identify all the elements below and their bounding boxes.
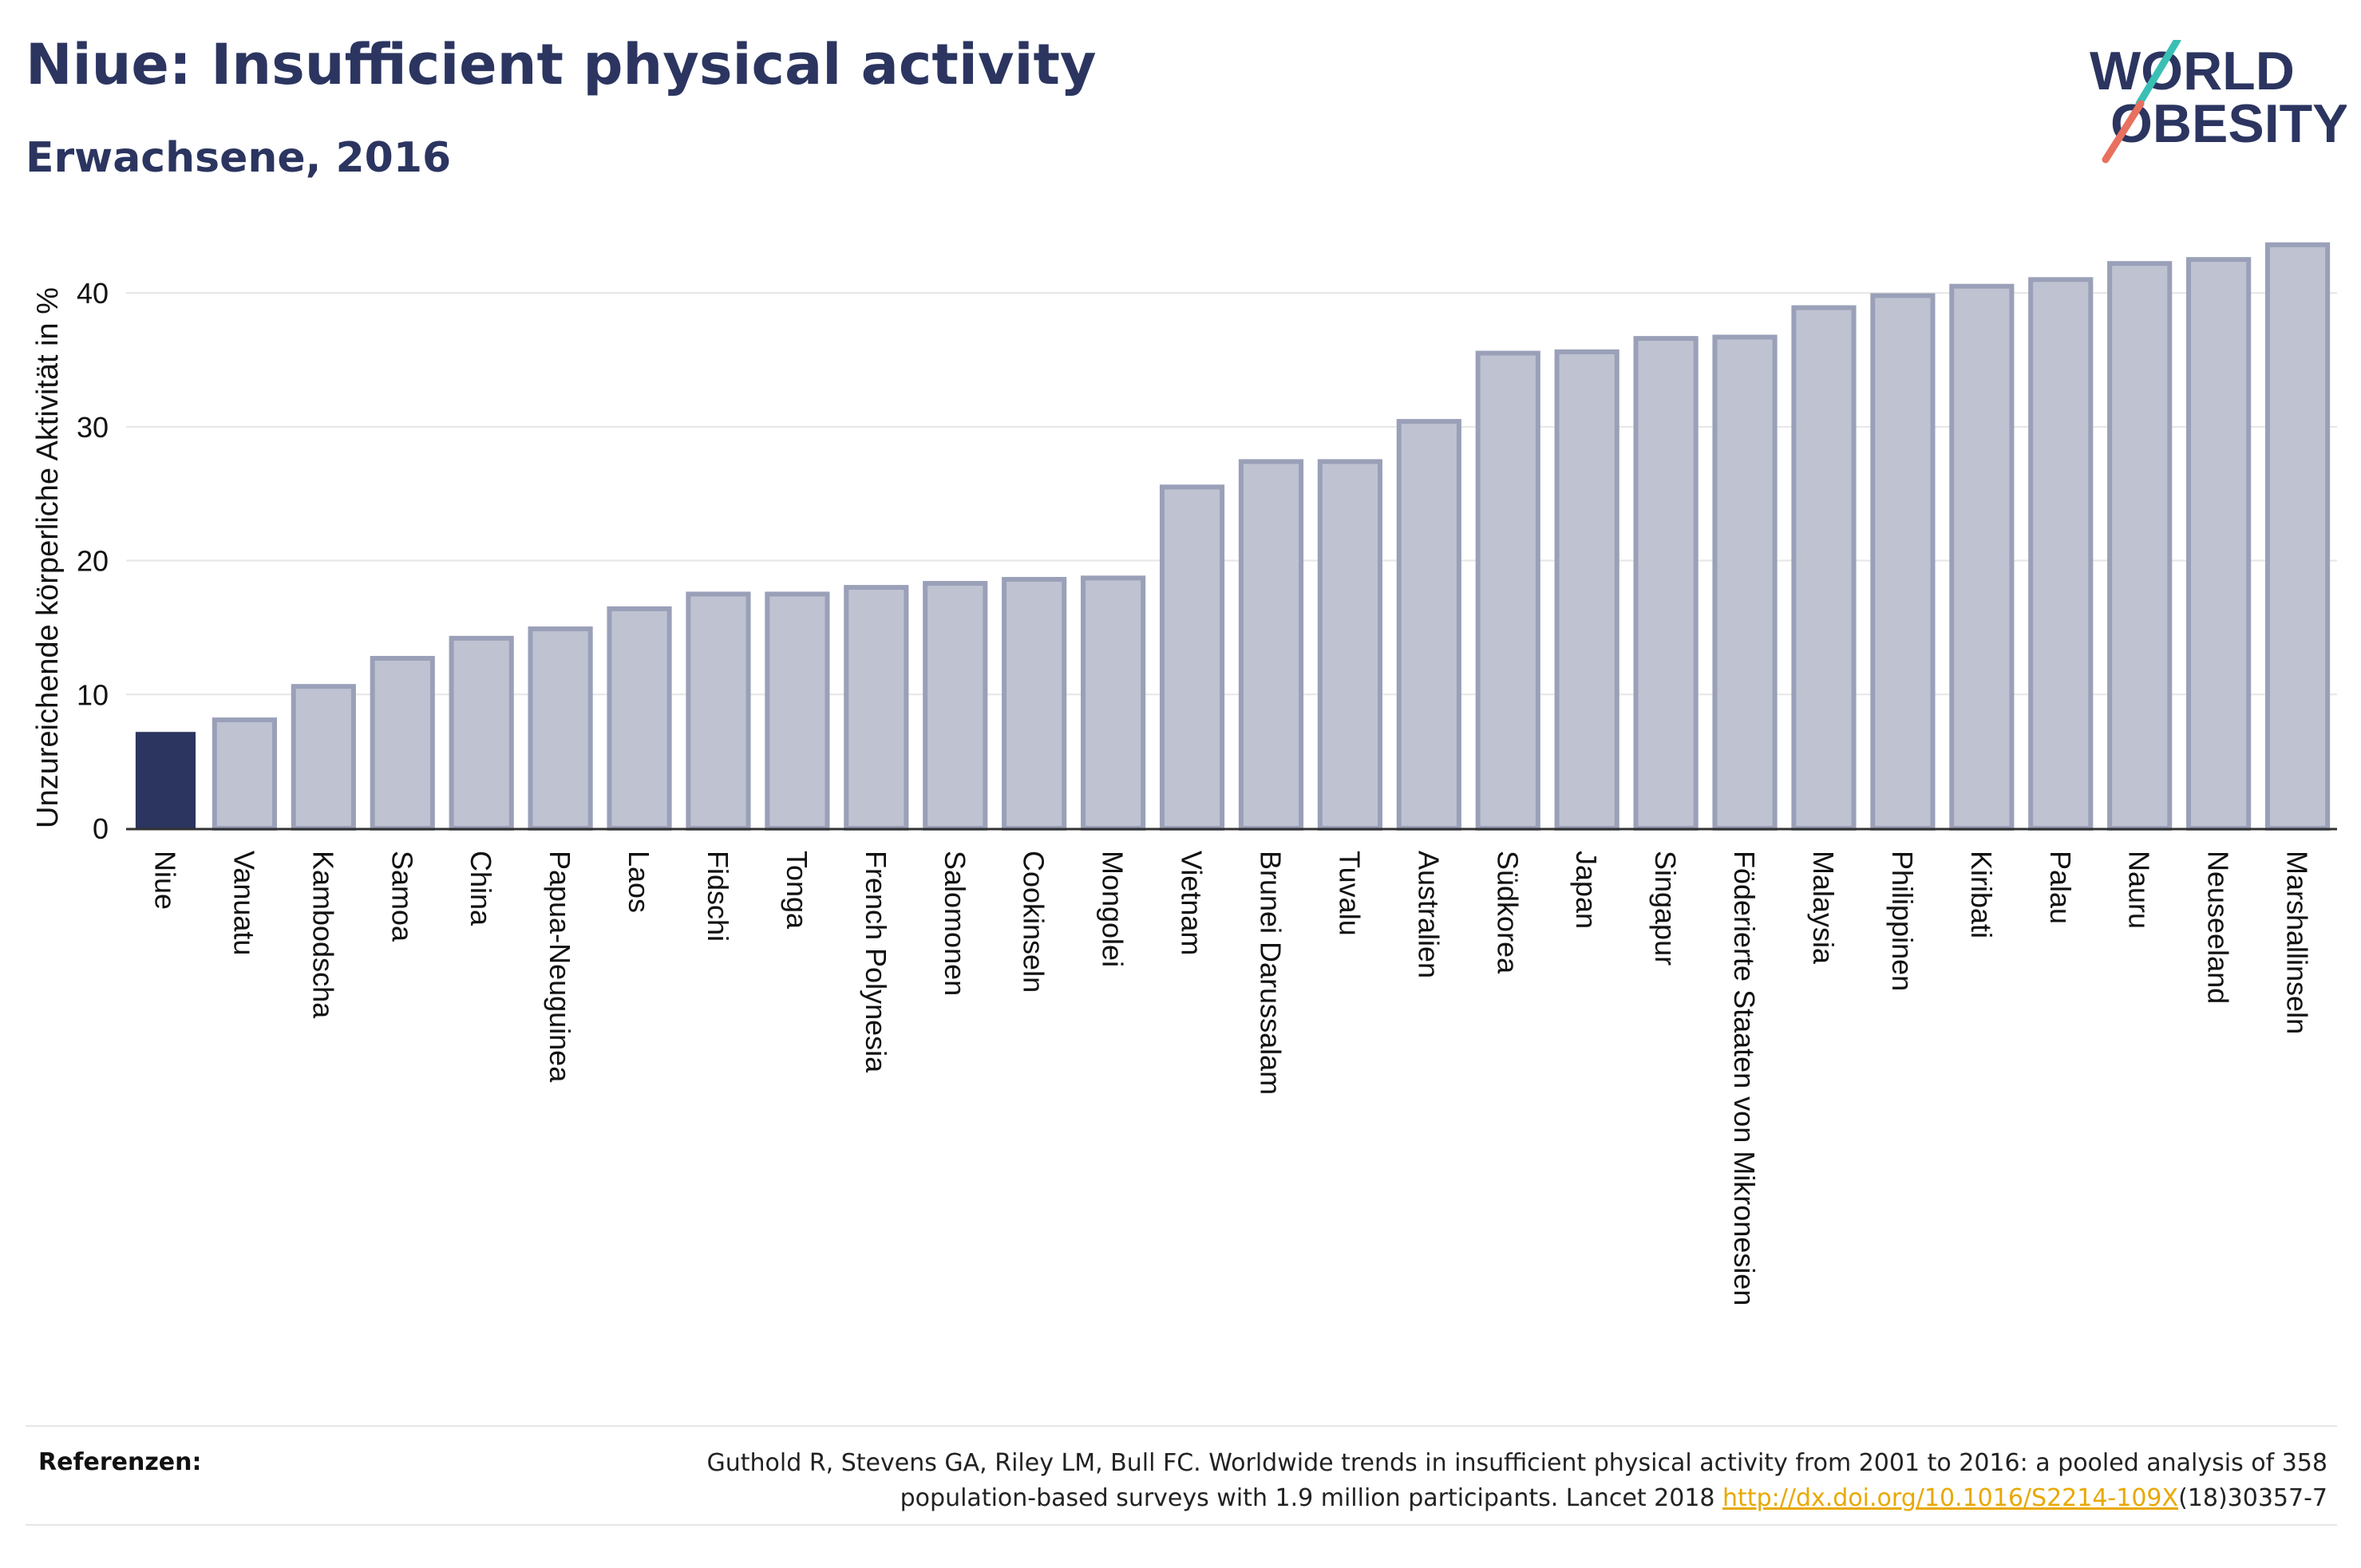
bar-20 bbox=[1712, 334, 1778, 831]
x-tick-label: Südkorea bbox=[1491, 851, 1524, 974]
bar-23 bbox=[1949, 283, 2015, 831]
bar-25 bbox=[2107, 261, 2173, 831]
bar-21 bbox=[1791, 305, 1857, 831]
bar-5 bbox=[528, 626, 593, 831]
x-tick-label: Niue bbox=[148, 851, 181, 910]
bar-26 bbox=[2186, 257, 2252, 831]
bar-16 bbox=[1396, 419, 1461, 831]
bar-6 bbox=[607, 606, 672, 831]
references-line1: Guthold R, Stevens GA, Riley LM, Bull FC… bbox=[706, 1449, 2327, 1477]
bar-3 bbox=[370, 655, 435, 831]
x-tick-label: Palau bbox=[2044, 851, 2077, 924]
x-tick-label: Brunei Darussalam bbox=[1254, 851, 1287, 1095]
x-tick-label: Malaysia bbox=[1807, 851, 1840, 965]
references-doi-link[interactable]: http://dx.doi.org/10.1016/S2214-109X bbox=[1722, 1484, 2179, 1512]
y-tick-label: 30 bbox=[77, 411, 109, 444]
references-line2-prefix: population-based surveys with 1.9 millio… bbox=[900, 1484, 1723, 1512]
x-tick-label: Marshallinseln bbox=[2281, 851, 2314, 1034]
bar-9 bbox=[844, 585, 909, 831]
footer-divider-bottom bbox=[26, 1524, 2337, 1526]
x-tick-label: Tonga bbox=[781, 851, 813, 930]
x-tick-label: Vietnam bbox=[1176, 851, 1208, 955]
bar-24 bbox=[2028, 277, 2094, 831]
x-tick-label: Cookinseln bbox=[1018, 851, 1050, 993]
x-tick-label: Japan bbox=[1570, 851, 1603, 929]
y-axis-label: Unzureichende körperliche Aktivität in % bbox=[31, 287, 65, 828]
logo-line1: WORLD bbox=[2090, 41, 2295, 101]
x-tick-label: Mongolei bbox=[1097, 851, 1129, 967]
bar-18 bbox=[1554, 349, 1619, 831]
bar-19 bbox=[1633, 336, 1699, 831]
bar-0 bbox=[135, 732, 196, 828]
bar-13 bbox=[1159, 484, 1225, 831]
x-tick-label: Vanuatu bbox=[227, 851, 260, 955]
x-tick-label: Philippinen bbox=[1886, 851, 1919, 991]
x-tick-label: Australien bbox=[1412, 851, 1445, 978]
references-line2: population-based surveys with 1.9 millio… bbox=[492, 1481, 2327, 1516]
y-tick-label: 10 bbox=[77, 678, 109, 711]
x-tick-label: Kambodscha bbox=[306, 851, 339, 1019]
bar-1 bbox=[212, 717, 277, 831]
x-tick-label: China bbox=[465, 851, 497, 926]
logo-slash-teal bbox=[2135, 40, 2181, 108]
bar-27 bbox=[2264, 242, 2331, 831]
bar-12 bbox=[1081, 575, 1146, 831]
footer-divider-top bbox=[26, 1425, 2337, 1427]
y-tick-label: 0 bbox=[93, 812, 109, 845]
logo-line2: OBESITY bbox=[2110, 93, 2347, 154]
x-tick-label: Laos bbox=[623, 851, 655, 913]
y-tick-label: 20 bbox=[77, 545, 109, 578]
x-tick-label: French Polynesia bbox=[860, 851, 892, 1073]
x-tick-label: Salomonen bbox=[939, 851, 971, 996]
x-tick-label: Singapur bbox=[1649, 851, 1682, 966]
bar-15 bbox=[1317, 459, 1382, 831]
page-title: Niue: Insufficient physical activity bbox=[26, 32, 1097, 97]
bar-chart: 0 10 20 30 40 Niue Vanuatu Kambodscha Samoa China… bbox=[31, 242, 2337, 1305]
bar-7 bbox=[686, 591, 751, 831]
bar-2 bbox=[291, 684, 356, 831]
references-label: Referenzen: bbox=[38, 1448, 202, 1476]
x-tick-label: Tuvalu bbox=[1333, 851, 1366, 936]
bar-4 bbox=[449, 635, 514, 831]
bar-11 bbox=[1002, 577, 1067, 831]
page-subtitle: Erwachsene, 2016 bbox=[26, 134, 452, 182]
x-tick-label: Papua-Neuguinea bbox=[544, 851, 576, 1083]
bar-22 bbox=[1870, 293, 1936, 831]
bar-10 bbox=[923, 581, 988, 831]
logo-slash-coral bbox=[2102, 100, 2145, 164]
bar-14 bbox=[1238, 459, 1304, 831]
world-obesity-logo: WORLD OBESITY bbox=[2090, 40, 2347, 164]
x-tick-label: Nauru bbox=[2123, 851, 2156, 929]
x-tick-label: Samoa bbox=[386, 851, 418, 942]
x-tick-label: Kiribati bbox=[1965, 851, 1998, 938]
x-tick-label: Neuseeland bbox=[2202, 851, 2235, 1004]
references-text: Guthold R, Stevens GA, Riley LM, Bull FC… bbox=[492, 1446, 2327, 1516]
x-tick-label: Fidschi bbox=[702, 851, 734, 942]
x-tick-label: Föderierte Staaten von Mikronesien bbox=[1728, 851, 1761, 1305]
bar-8 bbox=[765, 591, 830, 831]
y-tick-label: 40 bbox=[77, 277, 109, 310]
bar-17 bbox=[1475, 350, 1540, 831]
references-line2-suffix: (18)30357-7 bbox=[2178, 1484, 2327, 1512]
